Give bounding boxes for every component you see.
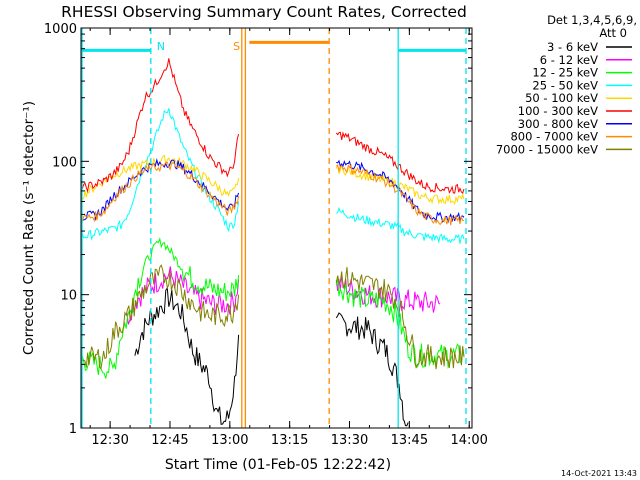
y-tick-label: 1000: [44, 22, 77, 37]
legend-header-line-1: Det 1,3,4,5,6,9,: [547, 13, 637, 27]
series-line: [81, 161, 240, 224]
plot-frame: [80, 27, 473, 429]
legend-entry-label: 7000 - 15000 keV: [496, 142, 598, 156]
legend-entry-label: 50 - 100 keV: [525, 91, 598, 105]
x-tick-label: 13:30: [331, 433, 368, 448]
series-line: [335, 278, 465, 370]
series-100-300-kev: [81, 58, 465, 194]
x-tick-label: 13:15: [271, 433, 308, 448]
series-line: [81, 158, 240, 222]
series-line: [134, 286, 240, 425]
series-line: [335, 164, 465, 206]
series-line: [81, 58, 240, 194]
y-tick-label: 1: [69, 422, 77, 437]
legend-entry-label: 12 - 25 keV: [532, 66, 598, 80]
chart-title: RHESSI Observing Summary Count Rates, Co…: [61, 3, 467, 21]
night-marker-label: N: [157, 40, 165, 53]
series-3-6-kev: [134, 286, 409, 427]
series-line: [335, 312, 409, 427]
series-line: [336, 163, 465, 226]
x-tick-label: 13:00: [211, 433, 248, 448]
footer-date: 14-Oct-2021 13:43: [561, 469, 637, 478]
series-line: [335, 267, 465, 370]
series-line: [335, 275, 441, 313]
legend-header-line-2: Att 0: [599, 26, 627, 40]
x-tick-label: 14:00: [450, 433, 487, 448]
legend-entry-label: 3 - 6 keV: [547, 40, 598, 54]
series-7000-15000-kev: [81, 264, 465, 370]
legend-entry-label: 300 - 800 keV: [518, 117, 598, 131]
x-tick-label: 13:45: [391, 433, 428, 448]
x-axis-label: Start Time (01-Feb-05 12:22:42): [165, 457, 391, 473]
y-tick-label: 10: [60, 289, 77, 304]
series-line: [336, 206, 465, 244]
y-tick-label: 100: [52, 155, 77, 170]
x-tick-label: 12:30: [91, 433, 128, 448]
series-line: [81, 108, 240, 241]
x-tick-label: 12:45: [151, 433, 188, 448]
saa-marker-label: S: [233, 40, 240, 53]
legend-entry-label: 100 - 300 keV: [518, 104, 598, 118]
series-25-50-kev: [81, 108, 465, 244]
series-line: [81, 237, 240, 379]
legend-entry-label: 6 - 12 keV: [540, 53, 598, 67]
series-line: [335, 131, 465, 194]
legend-entry-label: 25 - 50 keV: [532, 78, 598, 92]
series-line: [81, 264, 240, 370]
y-axis-label: Corrected Count Rate (s⁻¹ detector⁻¹): [21, 101, 37, 355]
series-12-25-kev: [81, 237, 465, 379]
series-800-7000-kev: [81, 161, 465, 226]
legend-entry-label: 800 - 7000 keV: [510, 130, 598, 144]
